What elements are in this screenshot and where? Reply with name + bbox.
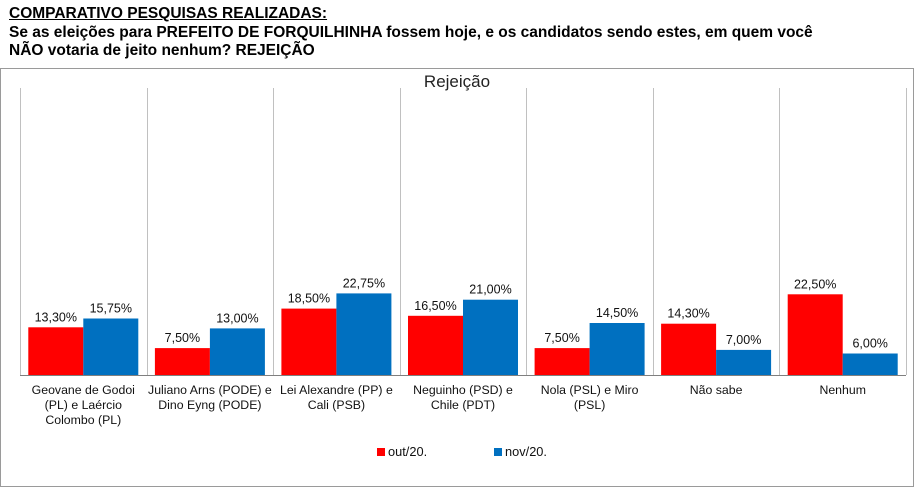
report-title: COMPARATIVO PESQUISAS REALIZADAS: <box>9 5 328 22</box>
bar-value-label: 13,30% <box>35 310 77 324</box>
category-label: Geovane de Godoi <box>32 383 135 397</box>
bar-out-4 <box>534 348 590 375</box>
legend-swatch-out <box>377 448 385 456</box>
bar-out-0 <box>28 327 84 375</box>
bar-value-label: 16,50% <box>414 299 456 313</box>
chart-title: Rejeição <box>424 72 490 91</box>
bar-value-label: 13,00% <box>216 311 258 325</box>
category-separators <box>20 88 907 376</box>
bar-value-label: 18,50% <box>288 292 330 306</box>
bar-out-2 <box>281 308 337 375</box>
bar-out-5 <box>661 323 717 375</box>
bar-value-label: 7,50% <box>165 331 200 345</box>
bar-out-6 <box>787 294 843 375</box>
bar-nov-6 <box>842 353 898 375</box>
bar-value-label: 15,75% <box>90 302 132 316</box>
bar-value-label: 7,00% <box>726 333 761 347</box>
bar-nov-4 <box>589 323 645 375</box>
legend-label-nov: nov/20. <box>505 444 547 459</box>
bar-value-label: 14,30% <box>667 307 709 321</box>
bar-out-1 <box>154 348 210 375</box>
category-label: Lei Alexandre (PP) e <box>280 383 393 397</box>
question-line-2: NÃO votaria de jeito nenhum? REJEIÇÃO <box>9 42 315 59</box>
legend-swatch-nov <box>494 448 502 456</box>
category-label: Nola (PSL) e Miro <box>541 383 639 397</box>
category-label: Não sabe <box>690 383 743 397</box>
bar-nov-2 <box>336 293 392 375</box>
rejection-bar-chart: Rejeição 13,30% 15,75% 7,50% 13,00% 18,50% 22… <box>20 72 907 459</box>
bar-out-3 <box>408 315 463 375</box>
bar-value-label: 22,75% <box>343 276 385 290</box>
bar-value-label: 6,00% <box>852 337 887 351</box>
survey-question: Se as eleições para PREFEITO DE FORQUILH… <box>9 24 889 60</box>
bars-group <box>28 293 898 375</box>
category-label: Nenhum <box>819 383 865 397</box>
bar-nov-3 <box>463 299 518 375</box>
bar-value-label: 21,00% <box>469 283 511 297</box>
bar-value-label: 7,50% <box>544 331 579 345</box>
bar-nov-5 <box>716 349 772 375</box>
legend-label-out: out/20. <box>388 444 427 459</box>
category-label: Juliano Arns (PODE) e <box>148 383 272 397</box>
bar-nov-0 <box>83 318 139 375</box>
bar-value-label: 14,50% <box>596 306 638 320</box>
chart-panel <box>0 68 914 487</box>
category-label: (PL) e Laércio <box>45 398 122 412</box>
category-label: Dino Eyng (PODE) <box>158 398 261 412</box>
category-label: (PSL) <box>574 398 605 412</box>
bar-value-labels: 13,30% 15,75% 7,50% 13,00% 18,50% 22,75% 16,50… <box>35 276 888 350</box>
bar-value-label: 22,50% <box>794 277 836 291</box>
category-label: Chile (PDT) <box>431 398 495 412</box>
category-label: Colombo (PL) <box>45 413 121 427</box>
question-line-1: Se as eleições para PREFEITO DE FORQUILH… <box>9 24 813 41</box>
chart-legend: out/20. nov/20. <box>377 444 547 459</box>
category-label: Neguinho (PSD) e <box>413 383 513 397</box>
bar-nov-1 <box>209 328 265 375</box>
report-header: COMPARATIVO PESQUISAS REALIZADAS: Se as … <box>9 4 909 60</box>
category-label: Cali (PSB) <box>308 398 365 412</box>
